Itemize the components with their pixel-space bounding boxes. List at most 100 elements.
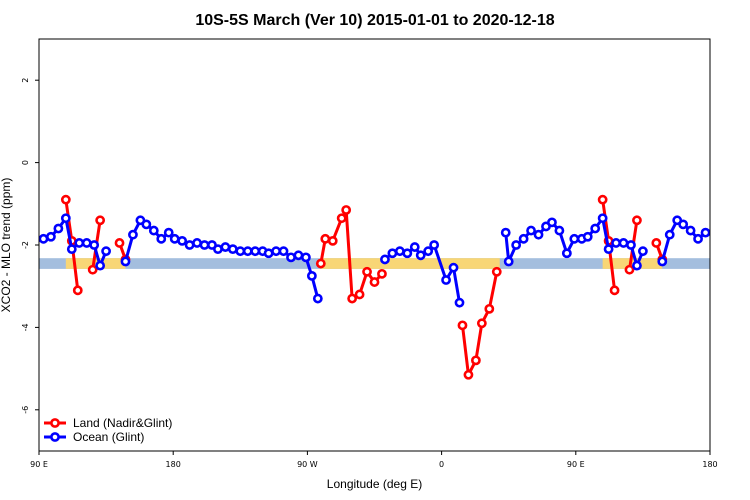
series-0-point-6-0 [624,264,635,275]
series-1-point-4-1 [664,229,675,240]
series-0-point-3-4 [341,205,352,215]
series-1-point-2-9 [448,262,459,273]
series-1-point-1-24 [293,250,304,261]
series-1-point-3-12 [582,231,593,242]
series-1-point-4-0 [657,256,668,267]
band-land-2 [602,258,663,269]
series-0-point-3-9 [377,268,387,279]
series-0-line-4 [460,271,499,377]
legend-label-0: Land (Nadir&Glint) [73,416,172,430]
band-land-1 [320,258,500,269]
x-tick-label-1: 180 [166,460,181,469]
series-1-point-1-16 [235,246,246,257]
series-1-point-3-8 [554,225,565,236]
series-1-point-2-3 [402,248,413,259]
series-1-point-3-1 [503,256,514,267]
series-1-point-3-19 [632,260,642,271]
series-0-point-3-3 [336,213,347,224]
series-1-point-3-17 [618,238,629,248]
series-1-point-0-5 [74,238,85,248]
series-1-point-1-14 [220,242,231,252]
series-1-point-1-25 [301,252,311,263]
series-1-point-0-7 [89,240,100,250]
series-1-point-1-11 [199,240,210,250]
x-tick-label-0: 90 E [30,460,48,469]
series-1 [38,213,711,308]
series-1-point-1-22 [278,246,289,257]
series-0-point-6-1 [632,215,642,226]
series-0-point-3-6 [354,289,365,300]
series-1-point-3-0 [500,227,511,238]
series-0-point-3-8 [369,277,380,287]
y-tick-label-1: 0 [21,160,30,165]
series-1-point-4-4 [685,225,696,236]
series-0-point-4-0 [457,320,468,331]
series-1-point-1-15 [227,244,238,255]
series-1-point-1-9 [184,240,195,250]
series-0-point-3-2 [327,235,338,246]
series-1-point-0-2 [53,223,64,234]
series-0-point-4-3 [476,318,487,329]
series-1-point-3-7 [547,217,557,228]
series-1-point-3-14 [597,213,608,224]
series-1-point-2-1 [387,248,398,259]
series-0-point-5-0 [597,194,608,205]
axes: 90 E 180 90 W 0 90 E 180 2 0 -2 -4 -6 [21,78,718,469]
series-0-point-3-0 [315,258,326,269]
legend: Land (Nadir&Glint)Ocean (Glint) [44,416,172,444]
series-1-point-4-5 [693,233,703,244]
series-0-point-3-1 [320,233,331,244]
series-0-point-0-2 [72,285,83,296]
series-1-point-0-6 [81,238,92,248]
legend-marker-0 [50,418,60,428]
series-1-point-3-5 [533,229,544,240]
series-1-point-1-1 [128,229,138,240]
series-1-point-3-9 [561,248,572,259]
series-1-point-3-2 [511,240,522,250]
series-1-point-3-20 [638,246,648,257]
legend-label-1: Ocean (Glint) [73,430,144,444]
series-0-point-5-2 [609,285,620,296]
series-1-point-3-18 [626,240,636,250]
series-1-point-2-6 [423,246,434,257]
series-1-point-3-15 [603,244,614,255]
series-0-point-7-0 [651,238,662,248]
series-1-point-0-4 [66,244,77,255]
series-1-point-3-4 [526,225,536,236]
x-tick-label-2: 90 W [297,460,318,469]
y-axis-label: XCO2 - MLO trend (ppm) [0,178,13,313]
series-1-point-1-3 [141,219,152,230]
series-1-point-2-2 [394,246,405,257]
series-1-point-1-21 [271,246,281,257]
series-1-point-1-17 [242,246,253,257]
series-1-point-4-3 [678,219,689,230]
series-1-point-1-13 [213,244,223,255]
x-axis-label: Longitude (deg E) [327,477,422,491]
series-0-point-1-0 [87,264,98,275]
series-0-point-2-0 [114,238,125,248]
band-land-0 [65,258,126,269]
y-tick-label-2: -2 [21,241,30,249]
series-1-point-3-3 [518,233,529,244]
x-tick-label-5: 180 [702,460,717,469]
series-1-point-0-3 [60,213,71,224]
series-1-point-1-26 [306,270,317,281]
series-0-point-4-5 [491,266,502,277]
series-0-point-0-0 [60,194,71,205]
y-tick-label-0: 2 [21,78,30,83]
series-0 [60,194,668,380]
y-tick-label-3: -4 [21,323,30,331]
series-0-point-4-4 [484,303,495,314]
series-1-point-0-1 [46,231,56,242]
series-1-point-4-6 [700,227,711,238]
series-1-point-3-16 [611,238,621,248]
series-1-point-3-13 [590,223,601,234]
chart-title: 10S-5S March (Ver 10) 2015-01-01 to 2020… [195,12,554,29]
series-0-point-3-7 [362,266,372,277]
series-0-point-1-1 [95,215,106,226]
series-1-point-1-23 [286,252,296,263]
series-0-point-4-2 [470,355,481,366]
x-tick-label-3: 0 [439,460,444,469]
series-1-point-1-20 [263,248,274,259]
